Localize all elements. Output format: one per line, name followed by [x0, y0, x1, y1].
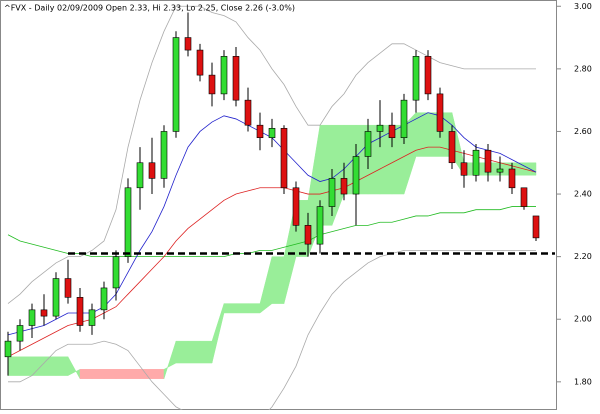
candle-body: [40, 309, 48, 317]
cloud: [175, 340, 189, 364]
candle-body: [424, 56, 432, 95]
cloud: [79, 369, 93, 379]
candle-body: [460, 162, 468, 176]
candle-body: [124, 187, 132, 257]
chart-title: ^FVX - Daily 02/09/2009 Open 2.33, Hi 2.…: [4, 4, 295, 13]
cloud: [223, 303, 237, 314]
candle-body: [532, 215, 540, 239]
candle-body: [244, 99, 252, 126]
cloud: [91, 369, 105, 379]
cloud: [271, 256, 285, 304]
plot-frame: [0, 0, 557, 410]
candle-body: [328, 178, 336, 207]
cloud: [127, 369, 141, 379]
candle-body: [76, 297, 84, 326]
cloud: [43, 356, 57, 376]
plot-area: [4, 5, 555, 410]
candle-body: [352, 156, 360, 195]
y-tick-label: 2.80: [574, 64, 592, 73]
candle-body: [220, 56, 228, 95]
cloud: [151, 369, 165, 379]
candle-body: [484, 149, 492, 173]
candle-body: [256, 124, 264, 139]
y-tick-label: 2.60: [574, 127, 592, 136]
cloud: [199, 340, 213, 364]
candle-body: [232, 56, 240, 101]
candle-body: [28, 309, 36, 326]
indicator-line: [7, 5, 536, 304]
indicator-line: [7, 146, 537, 358]
candle-body: [100, 287, 108, 311]
candle-body: [16, 325, 24, 342]
cloud: [7, 356, 21, 376]
candle-body: [292, 187, 300, 226]
indicator-line: [8, 249, 536, 410]
cloud: [187, 340, 201, 364]
candle-body: [160, 131, 168, 179]
cloud: [55, 356, 69, 376]
candle-body: [364, 131, 372, 157]
candle-body: [112, 256, 120, 289]
y-tick-label: 2.20: [574, 252, 592, 261]
cloud: [115, 369, 129, 379]
candle-body: [184, 37, 192, 51]
cloud: [235, 303, 249, 314]
cloud: [103, 369, 117, 379]
candle-body: [376, 124, 384, 132]
cloud: [247, 303, 261, 314]
candle-body: [136, 162, 144, 189]
candle-body: [196, 49, 204, 76]
candle-body: [304, 225, 312, 245]
candle-body: [508, 168, 516, 189]
candle-body: [412, 56, 420, 101]
candle-body: [268, 128, 276, 139]
indicator-line: [7, 206, 536, 258]
candle-body: [52, 278, 60, 317]
candle-body: [520, 187, 528, 207]
cloud: [31, 356, 45, 376]
candle-body: [88, 309, 96, 326]
candle-body: [496, 168, 504, 173]
cloud: [19, 356, 33, 376]
candle-body: [148, 162, 156, 179]
y-tick-label: 2.40: [574, 190, 592, 199]
candle-body: [64, 278, 72, 298]
candle-body: [448, 131, 456, 164]
candle-body: [340, 178, 348, 195]
candle-body: [280, 128, 288, 189]
y-tick-label: 1.80: [574, 377, 592, 386]
candle-body: [208, 74, 216, 95]
y-tick-label: 2.00: [574, 315, 592, 324]
y-tick-label: 3.00: [574, 2, 592, 11]
candle-body: [436, 93, 444, 132]
candle-body: [172, 37, 180, 132]
candle-body: [472, 149, 480, 176]
candle-body: [4, 340, 12, 358]
candle-body: [316, 206, 324, 245]
candle-body: [400, 99, 408, 139]
candle-body: [388, 124, 396, 139]
